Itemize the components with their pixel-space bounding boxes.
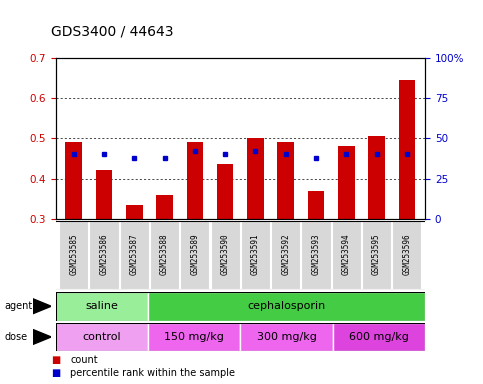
Bar xyxy=(338,146,355,219)
Bar xyxy=(308,191,325,219)
Text: count: count xyxy=(70,355,98,365)
Text: GSM253586: GSM253586 xyxy=(99,233,109,275)
Bar xyxy=(148,323,241,351)
Bar xyxy=(148,292,425,321)
Bar xyxy=(301,222,330,289)
Bar xyxy=(59,222,88,289)
Bar xyxy=(271,222,300,289)
Polygon shape xyxy=(33,329,51,344)
Text: GSM253596: GSM253596 xyxy=(402,233,412,275)
Bar xyxy=(211,222,240,289)
Bar xyxy=(65,142,82,219)
Text: ■: ■ xyxy=(51,355,60,365)
Bar xyxy=(333,323,425,351)
Text: GSM253594: GSM253594 xyxy=(342,233,351,275)
Bar xyxy=(150,222,179,289)
Text: percentile rank within the sample: percentile rank within the sample xyxy=(70,368,235,379)
Text: cephalosporin: cephalosporin xyxy=(247,301,326,311)
Text: GSM253590: GSM253590 xyxy=(221,233,229,275)
Text: 600 mg/kg: 600 mg/kg xyxy=(349,332,409,342)
Bar xyxy=(96,170,113,219)
Bar xyxy=(120,222,149,289)
Bar xyxy=(186,142,203,219)
Bar xyxy=(398,80,415,219)
Text: GSM253587: GSM253587 xyxy=(130,233,139,275)
Bar xyxy=(89,222,118,289)
Bar xyxy=(241,323,333,351)
Text: ■: ■ xyxy=(51,368,60,379)
Text: GSM253592: GSM253592 xyxy=(281,233,290,275)
Text: saline: saline xyxy=(85,301,118,311)
Text: GSM253593: GSM253593 xyxy=(312,233,321,275)
Text: GSM253591: GSM253591 xyxy=(251,233,260,275)
Bar xyxy=(156,195,173,219)
Text: GSM253588: GSM253588 xyxy=(160,233,169,275)
Bar xyxy=(247,138,264,219)
Bar xyxy=(241,222,270,289)
Text: GSM253595: GSM253595 xyxy=(372,233,381,275)
Text: GDS3400 / 44643: GDS3400 / 44643 xyxy=(51,25,173,38)
Text: control: control xyxy=(83,332,121,342)
Bar xyxy=(217,164,233,219)
Bar xyxy=(277,142,294,219)
Bar xyxy=(126,205,142,219)
Bar xyxy=(368,136,385,219)
Text: 300 mg/kg: 300 mg/kg xyxy=(256,332,316,342)
Polygon shape xyxy=(33,299,51,314)
Text: 150 mg/kg: 150 mg/kg xyxy=(164,332,224,342)
Bar xyxy=(392,222,421,289)
Text: agent: agent xyxy=(5,301,33,311)
Text: GSM253585: GSM253585 xyxy=(69,233,78,275)
Text: GSM253589: GSM253589 xyxy=(190,233,199,275)
Text: dose: dose xyxy=(5,332,28,342)
Bar xyxy=(56,292,148,321)
Bar xyxy=(180,222,210,289)
Bar xyxy=(56,323,148,351)
Bar xyxy=(332,222,361,289)
Bar xyxy=(362,222,391,289)
